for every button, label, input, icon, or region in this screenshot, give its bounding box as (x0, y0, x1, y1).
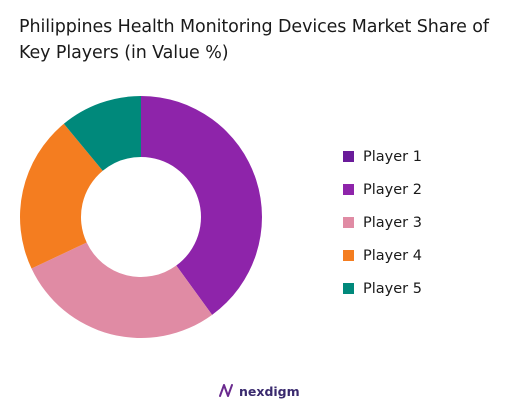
slice-player-4 (20, 123, 103, 269)
legend-swatch (343, 283, 354, 294)
slice-player-2 (141, 96, 262, 315)
legend-item-player-4: Player 4 (343, 239, 422, 272)
legend-item-player-5: Player 5 (343, 272, 422, 305)
brand: nexdigm (218, 382, 300, 400)
legend-label: Player 1 (363, 148, 422, 165)
chart-legend: Player 1 Player 2 Player 3 Player 4 Player 5 (343, 140, 422, 305)
slice-player-3 (31, 242, 213, 338)
legend-item-player-3: Player 3 (343, 206, 422, 239)
nexdigm-logo-icon (219, 384, 233, 397)
legend-swatch (343, 217, 354, 228)
slice-player-5 (63, 96, 141, 171)
brand-name: nexdigm (239, 383, 300, 399)
legend-swatch (343, 151, 354, 162)
chart-title: Philippines Health Monitoring Devices Ma… (19, 17, 489, 63)
legend-label: Player 5 (363, 280, 422, 297)
legend-swatch (343, 250, 354, 261)
legend-swatch (343, 184, 354, 195)
legend-label: Player 4 (363, 247, 422, 264)
legend-item-player-1: Player 1 (343, 140, 422, 173)
legend-label: Player 2 (363, 181, 422, 198)
legend-label: Player 3 (363, 214, 422, 231)
legend-item-player-2: Player 2 (343, 173, 422, 206)
